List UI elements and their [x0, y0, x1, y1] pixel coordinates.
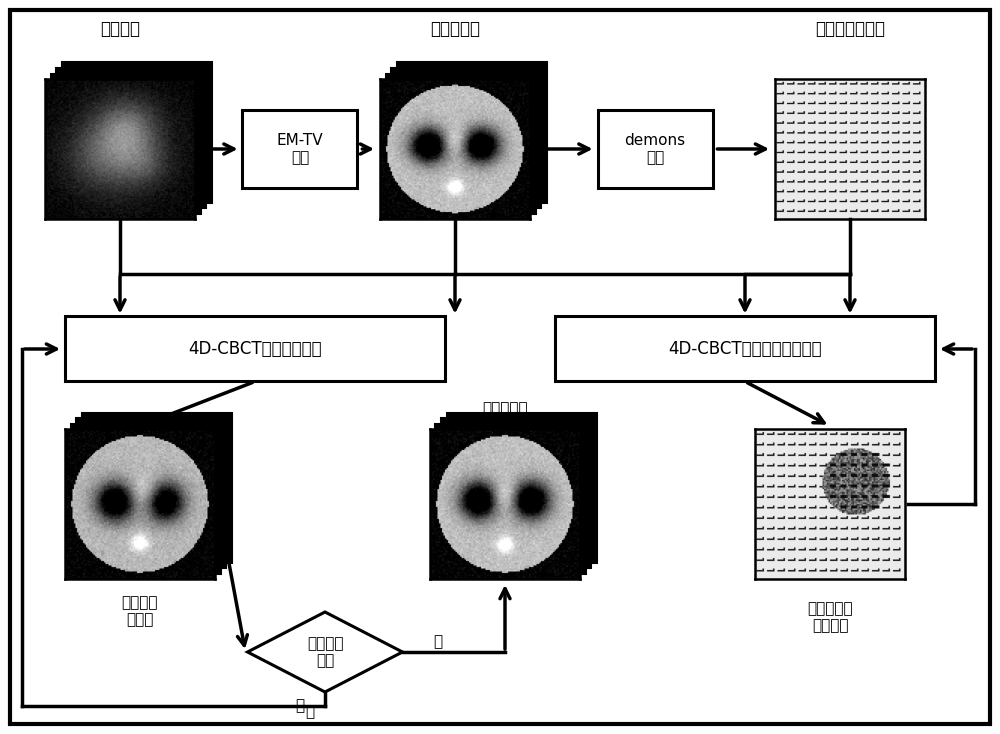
Bar — [65, 316, 445, 382]
Text: 更新后的形
变矢量场: 更新后的形 变矢量场 — [807, 601, 853, 633]
Bar — [242, 110, 357, 188]
Text: 4D-CBCT图像重建模型: 4D-CBCT图像重建模型 — [188, 340, 322, 358]
Bar — [598, 110, 712, 188]
Bar — [386, 73, 536, 214]
Text: 4D-CBCT图像运动估计模型: 4D-CBCT图像运动估计模型 — [668, 340, 822, 358]
Bar — [62, 62, 212, 203]
Text: 最大迭代
次数: 最大迭代 次数 — [307, 636, 343, 668]
Bar — [391, 68, 541, 208]
Bar — [446, 413, 596, 562]
Bar — [435, 424, 586, 573]
Text: 否: 否 — [305, 705, 315, 719]
Bar — [396, 62, 546, 203]
Text: 否: 否 — [295, 699, 305, 713]
Text: demons
配准: demons 配准 — [624, 133, 686, 165]
Bar — [50, 73, 200, 214]
Text: 是: 是 — [433, 634, 442, 650]
Text: 初始形变矢量场: 初始形变矢量场 — [815, 20, 885, 38]
Bar — [76, 418, 226, 568]
Text: 投影数据: 投影数据 — [100, 20, 140, 38]
Bar — [441, 418, 591, 568]
Text: 初始重建图: 初始重建图 — [430, 20, 480, 38]
Bar — [56, 68, 206, 208]
Polygon shape — [248, 612, 403, 692]
Bar — [555, 316, 935, 382]
Text: 更新后的
重建图: 更新后的 重建图 — [122, 595, 158, 627]
Text: 最终重建图: 最终重建图 — [482, 401, 528, 416]
Bar — [82, 413, 232, 562]
Bar — [70, 424, 220, 573]
Text: EM-TV
重建: EM-TV 重建 — [277, 133, 323, 165]
